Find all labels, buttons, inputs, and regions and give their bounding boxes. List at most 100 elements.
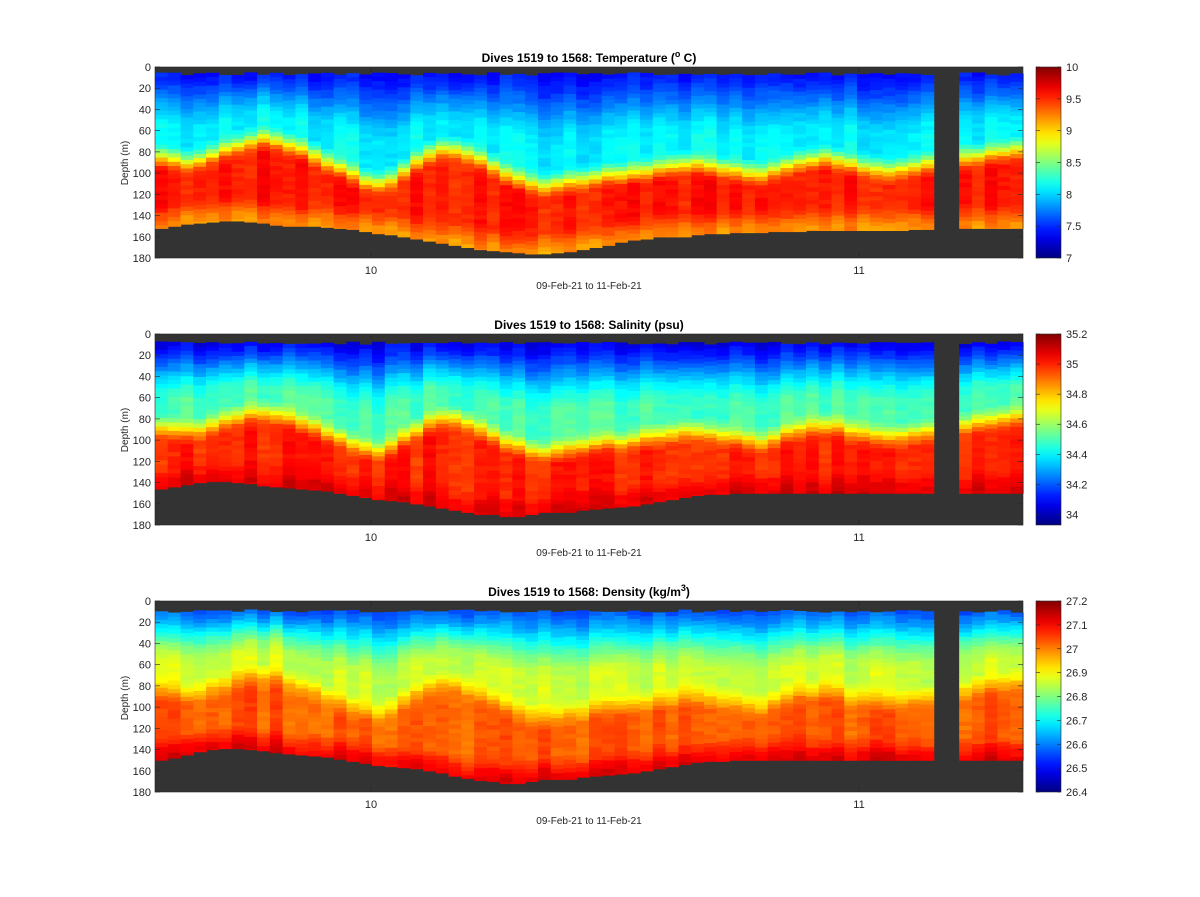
heatmap-cell [219, 130, 232, 135]
heatmap-cell [461, 399, 474, 404]
heatmap-cell [398, 198, 411, 203]
heatmap-cell [755, 440, 768, 445]
heatmap-cell [538, 440, 551, 445]
heatmap-cell [883, 198, 896, 203]
heatmap-cell [321, 204, 334, 209]
heatmap-cell [640, 353, 653, 358]
heatmap-cell [359, 353, 372, 358]
heatmap-cell [563, 98, 576, 103]
heatmap-cell [244, 89, 257, 94]
heatmap-cell [819, 480, 832, 485]
heatmap-cell [295, 134, 308, 139]
heatmap-cell [346, 209, 359, 214]
heatmap-cell [742, 432, 755, 437]
heatmap-cell [602, 100, 615, 105]
heatmap-cell [461, 348, 474, 353]
heatmap-cell [870, 171, 883, 176]
heatmap-cell [244, 367, 257, 372]
heatmap-cell [334, 189, 347, 194]
heatmap-cell [959, 352, 972, 357]
heatmap-cell [717, 172, 730, 177]
heatmap-cell [563, 226, 576, 231]
heatmap-cell [334, 412, 347, 417]
heatmap-cell [729, 384, 742, 389]
heatmap-cell [410, 483, 423, 488]
heatmap-cell [768, 372, 781, 377]
heatmap-cell [729, 486, 742, 491]
heatmap-cell [244, 452, 257, 457]
heatmap-cell [193, 107, 206, 112]
heatmap-cell [244, 170, 257, 175]
heatmap-cell [666, 79, 679, 84]
heatmap-cell [398, 215, 411, 220]
heatmap-cell [895, 440, 908, 445]
heatmap-cell [704, 493, 717, 495]
heatmap-cell [857, 193, 870, 198]
heatmap-cell [576, 389, 589, 394]
heatmap-cell [474, 181, 487, 186]
heatmap-cell [372, 107, 385, 112]
heatmap-cell [819, 225, 832, 230]
heatmap-cell [691, 444, 704, 449]
heatmap-cell [155, 422, 168, 427]
heatmap-cell [666, 121, 679, 126]
heatmap-cell [283, 207, 296, 212]
heatmap-cell [474, 109, 487, 114]
heatmap-cell [321, 153, 334, 158]
heatmap-cell [640, 90, 653, 95]
heatmap-cell [181, 406, 194, 411]
heatmap-cell [359, 480, 372, 485]
heatmap-cell [487, 420, 500, 425]
heatmap-cell [181, 109, 194, 114]
heatmap-cell [385, 446, 398, 451]
heatmap-cell [666, 404, 679, 409]
heatmap-cell [819, 412, 832, 417]
heatmap-cell [295, 91, 308, 96]
heatmap-cell [666, 421, 679, 426]
heatmap-cell [385, 209, 398, 214]
heatmap-cell [219, 79, 232, 84]
heatmap-cell [181, 436, 194, 441]
heatmap-cell [487, 246, 500, 251]
heatmap-cell [819, 162, 832, 167]
heatmap-cell [666, 429, 679, 434]
heatmap-cell [474, 360, 487, 365]
heatmap-cell [691, 427, 704, 432]
heatmap-cell [461, 445, 474, 450]
heatmap-cell [487, 390, 500, 395]
heatmap-cell [883, 172, 896, 177]
heatmap-cell [678, 423, 691, 428]
heatmap-cell [844, 403, 857, 408]
heatmap-cell [640, 175, 653, 180]
heatmap-cell [321, 487, 334, 492]
heatmap-cell [653, 492, 666, 497]
heatmap-cell [640, 437, 653, 442]
heatmap-cell [666, 370, 679, 375]
heatmap-cell [308, 112, 321, 117]
heatmap-cell [308, 141, 321, 146]
heatmap-cell [806, 124, 819, 129]
heatmap-cell [449, 158, 462, 163]
heatmap-cell [398, 373, 411, 378]
heatmap-cell [385, 344, 398, 349]
heatmap-cell [181, 143, 194, 148]
heatmap-cell [449, 111, 462, 116]
heatmap-cell [972, 107, 985, 112]
heatmap-cell [768, 384, 781, 389]
heatmap-cell [423, 149, 436, 154]
heatmap-cell [181, 122, 194, 127]
heatmap-cell [780, 172, 793, 177]
heatmap-cell [423, 411, 436, 416]
heatmap-cell [563, 85, 576, 90]
heatmap-cell [844, 390, 857, 395]
heatmap-cell [232, 445, 245, 450]
heatmap-cell [678, 78, 691, 83]
heatmap-cell [257, 441, 270, 446]
heatmap-cell [589, 454, 602, 459]
heatmap-cell [295, 378, 308, 383]
heatmap-cell [257, 160, 270, 165]
heatmap-cell [972, 187, 985, 192]
chart-title-main: Dives 1519 to 1568: Temperature ( [482, 51, 675, 65]
heatmap-cell [653, 173, 666, 178]
heatmap-cell [768, 218, 781, 223]
